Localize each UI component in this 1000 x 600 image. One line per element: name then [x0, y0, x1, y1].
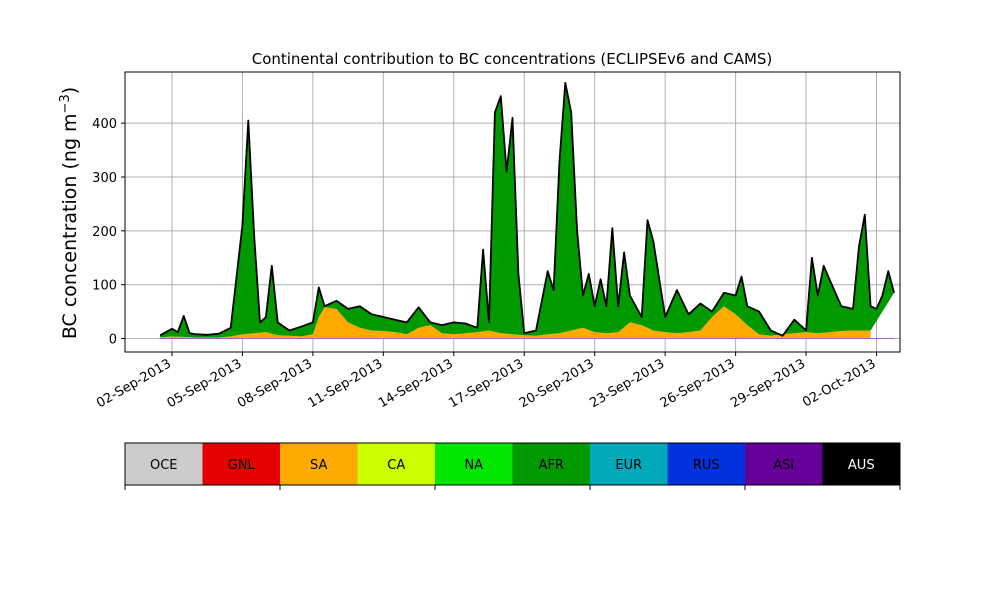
legend-label-oce: OCE: [150, 458, 178, 473]
legend-swatch-afr: [512, 443, 590, 485]
area-series: [159, 81, 895, 340]
area-sa: [160, 306, 871, 339]
legend-label-aus: AUS: [848, 458, 875, 473]
y-axis-label-main: BC concentration (ng m: [59, 113, 81, 339]
legend-swatch-rus: [667, 443, 745, 485]
legend-swatch-aus: [822, 443, 900, 485]
legend-label-sa: SA: [310, 458, 327, 473]
y-tick-label: 200: [92, 225, 117, 240]
legend-swatch-oce: [125, 443, 203, 485]
legend-swatch-sa: [280, 443, 358, 485]
plot-frame: [124, 71, 901, 353]
y-tick-label: 100: [92, 279, 117, 294]
total-line: [159, 81, 895, 337]
y-axis-label: BC concentration (ng m−3): [58, 87, 82, 339]
legend: OCE GNL SA CA NA AFR EUR RUS ASI AUS: [124, 442, 901, 490]
y-axis-label-exponent: −3: [58, 94, 73, 113]
legend-swatch-asi: [745, 443, 823, 485]
legend-label-rus: RUS: [693, 458, 720, 473]
legend-swatch-ca: [357, 443, 435, 485]
legend-swatch-gnl: [202, 443, 280, 485]
legend-label-afr: AFR: [539, 458, 564, 473]
legend-label-asi: ASI: [773, 458, 794, 473]
y-tick-label: 400: [92, 117, 117, 132]
legend-swatch-eur: [590, 443, 668, 485]
legend-swatch-na: [435, 443, 513, 485]
legend-label-eur: EUR: [615, 458, 642, 473]
chart-title: Continental contribution to BC concentra…: [252, 50, 773, 68]
legend-frame: [124, 442, 901, 486]
legend-label-na: NA: [464, 458, 483, 473]
legend-label-ca: CA: [387, 458, 405, 473]
area-afr: [160, 82, 895, 338]
y-tick-label: 0: [109, 333, 117, 348]
legend-label-gnl: GNL: [228, 458, 256, 473]
y-tick-label: 300: [92, 171, 117, 186]
y-axis-label-close: ): [59, 87, 81, 94]
